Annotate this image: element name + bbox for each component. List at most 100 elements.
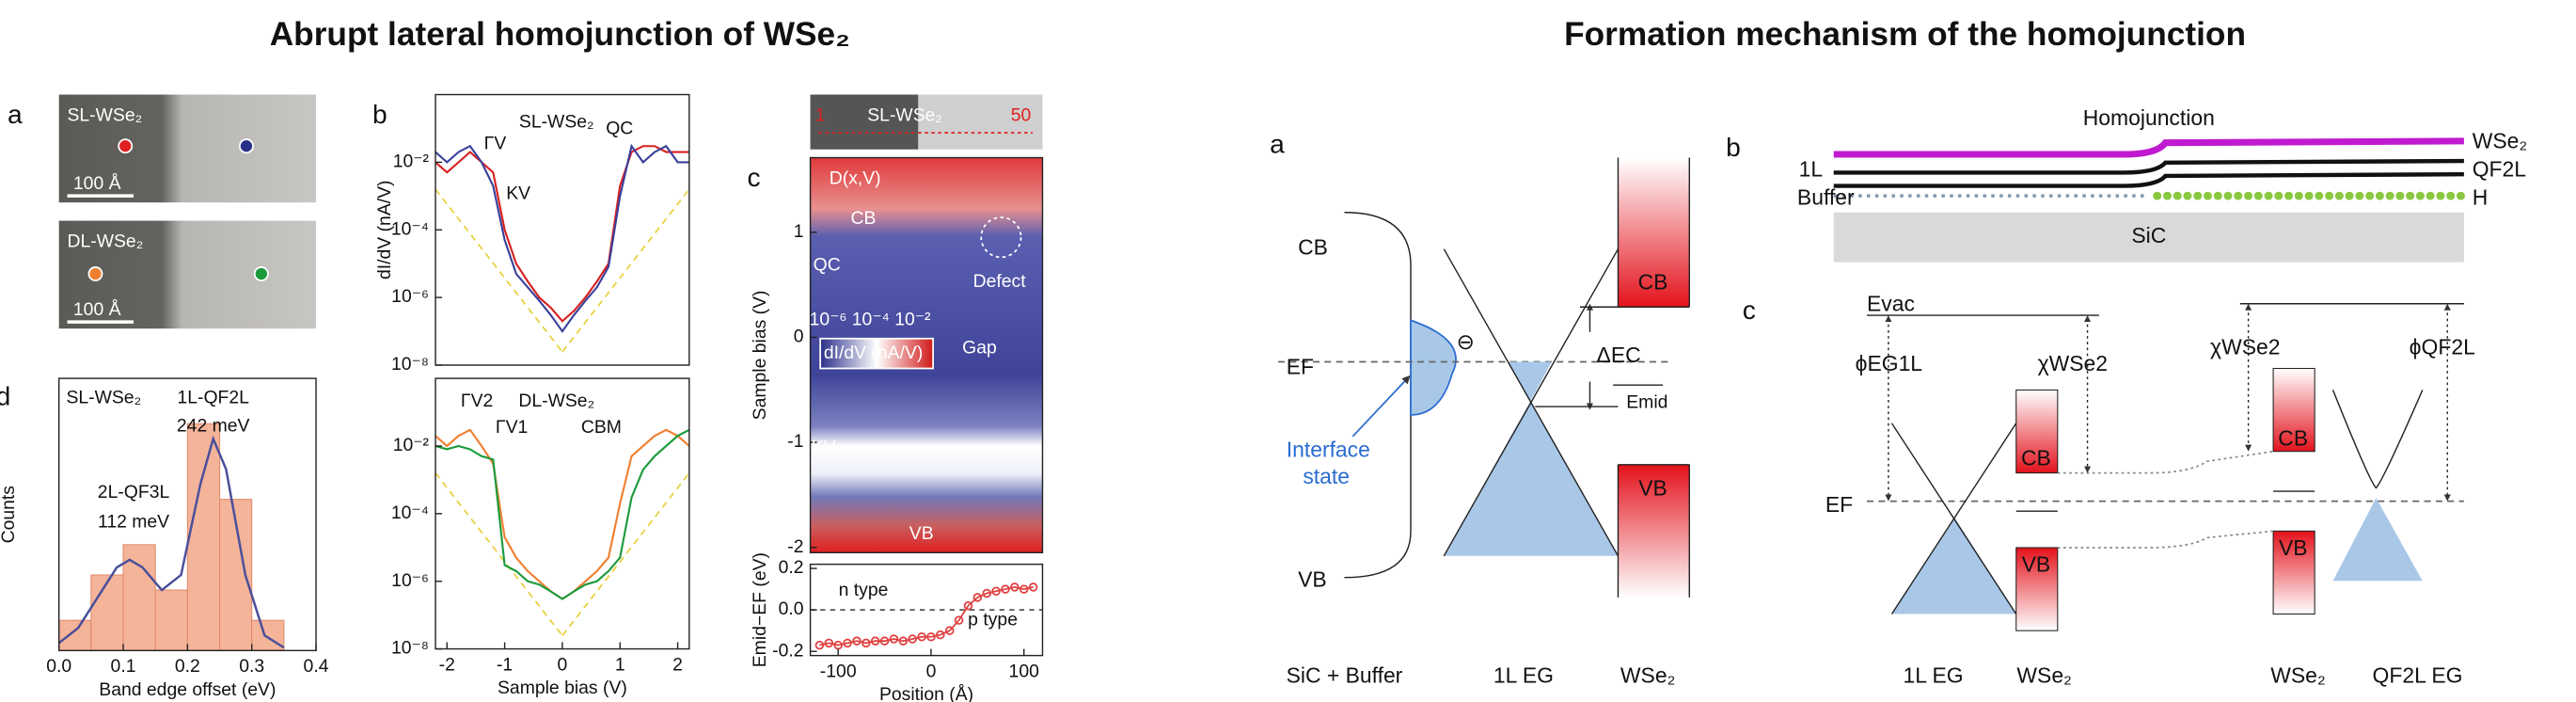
y-tick-label: 10⁻⁸ — [391, 354, 429, 375]
annotation: SL-WSe₂ — [66, 387, 141, 407]
histogram-bar — [58, 619, 92, 651]
data-point — [936, 630, 945, 640]
label: WSe₂ — [2016, 663, 2072, 688]
x-tick-label: 2 — [672, 654, 683, 675]
annotation: p type — [968, 610, 1018, 630]
y-tick-label: 10⁻² — [393, 435, 430, 455]
y-axis-label: Emid−EF (eV) — [750, 552, 770, 667]
label: WSe₂ — [2270, 663, 2326, 688]
label: Emid — [1626, 392, 1667, 413]
annotation: 1L-QF2L — [177, 387, 249, 407]
label: state — [1303, 464, 1350, 488]
annotation: SL-WSe₂ — [867, 105, 942, 126]
conduction-band — [2015, 389, 2059, 474]
band-bending — [2057, 530, 2274, 549]
y-tick-label: 10⁻⁴ — [391, 218, 429, 239]
panel-label: a — [1270, 129, 1285, 159]
annotation: QC — [814, 254, 841, 275]
label: CB — [1638, 270, 1668, 295]
label: ΔEC — [1597, 343, 1641, 367]
y-tick-label: 10⁻² — [393, 152, 430, 172]
guide-line — [561, 472, 690, 636]
data-point — [852, 636, 861, 646]
x-axis-label: Band edge offset (eV) — [99, 679, 276, 700]
label: H — [2473, 185, 2489, 210]
y-tick-label: -1 — [787, 431, 803, 452]
label: VB — [2279, 535, 2308, 560]
annotation: n type — [839, 580, 889, 600]
x-tick-label: 0.2 — [175, 656, 200, 677]
series-line — [435, 428, 690, 600]
annotation: 50 — [1011, 105, 1032, 126]
title: Abrupt lateral homojunction of WSe₂ — [270, 16, 850, 53]
label: CB — [2278, 425, 2308, 450]
panel-label: d — [0, 381, 10, 411]
label: EF — [1287, 355, 1314, 379]
title: Formation mechanism of the homojunction — [1564, 16, 2246, 53]
marker — [118, 138, 134, 154]
data-point — [898, 636, 909, 646]
label: CB — [1298, 235, 1328, 260]
qf2l-band — [2331, 390, 2424, 489]
y-tick-label: 10⁻⁸ — [391, 638, 429, 659]
valence-band — [2272, 530, 2315, 615]
stm-image — [58, 94, 317, 203]
dirac-cone — [1443, 248, 1620, 557]
data-point — [944, 626, 955, 635]
x-tick-label: 0 — [926, 661, 937, 681]
x-tick-label: 0.4 — [304, 656, 329, 677]
y-tick-label: 10⁻⁶ — [391, 570, 429, 591]
data-point — [870, 636, 880, 646]
dirac-cone-fill — [1444, 401, 1619, 556]
scale-label: 100 Å — [73, 298, 121, 320]
x-tick-label: 0.3 — [239, 656, 264, 677]
y-axis-label: dI/dV (nA/V) — [374, 180, 395, 279]
series-line — [435, 145, 689, 323]
annotation: KV — [506, 183, 530, 203]
series-line — [819, 585, 1034, 646]
conduction-band — [2272, 367, 2315, 453]
data-point — [917, 632, 926, 642]
data-point — [991, 586, 1001, 597]
graphene-layer — [1833, 171, 2464, 188]
interface-state — [1410, 319, 1457, 416]
data-point — [972, 593, 983, 602]
label: VB — [1298, 566, 1327, 591]
label: χWSe2 — [2038, 351, 2108, 375]
colorbar — [819, 337, 934, 370]
substrate — [1833, 212, 2464, 263]
label: SiC + Buffer — [1287, 663, 1403, 688]
annotation: 112 meV — [98, 512, 169, 533]
data-point — [889, 634, 899, 644]
label: QF2L — [2473, 157, 2526, 182]
label: VB — [2022, 551, 2051, 576]
data-point — [982, 588, 991, 598]
annotation: 242 meV — [177, 415, 250, 436]
y-axis-label: Counts — [0, 486, 19, 543]
data-point — [833, 640, 843, 650]
scale-label: 100 Å — [73, 172, 121, 194]
label: QF2L EG — [2373, 663, 2463, 688]
panel-label: c — [1743, 295, 1756, 325]
label: WSe₂ — [1620, 663, 1676, 688]
data-point — [963, 600, 973, 611]
panel-label: c — [748, 162, 761, 192]
data-point — [861, 638, 871, 648]
plot-frame — [809, 156, 1044, 553]
annotation: CB — [851, 208, 877, 229]
label: SiC — [2131, 223, 2166, 247]
label: VB — [1638, 475, 1667, 500]
fit-curve — [57, 435, 285, 649]
data-point — [908, 634, 917, 644]
label: WSe₂ — [2473, 129, 2528, 153]
data-point — [824, 638, 834, 648]
dirac-cone-fill — [1891, 518, 2016, 614]
x-tick-label: -1 — [497, 654, 513, 675]
y-tick-label: -0.2 — [772, 640, 803, 661]
data-point — [926, 632, 936, 642]
annotation: ΓV — [484, 134, 507, 154]
x-tick-label: -2 — [439, 654, 455, 675]
panel-label: b — [1726, 132, 1741, 162]
dirac-cone — [1890, 423, 2017, 614]
